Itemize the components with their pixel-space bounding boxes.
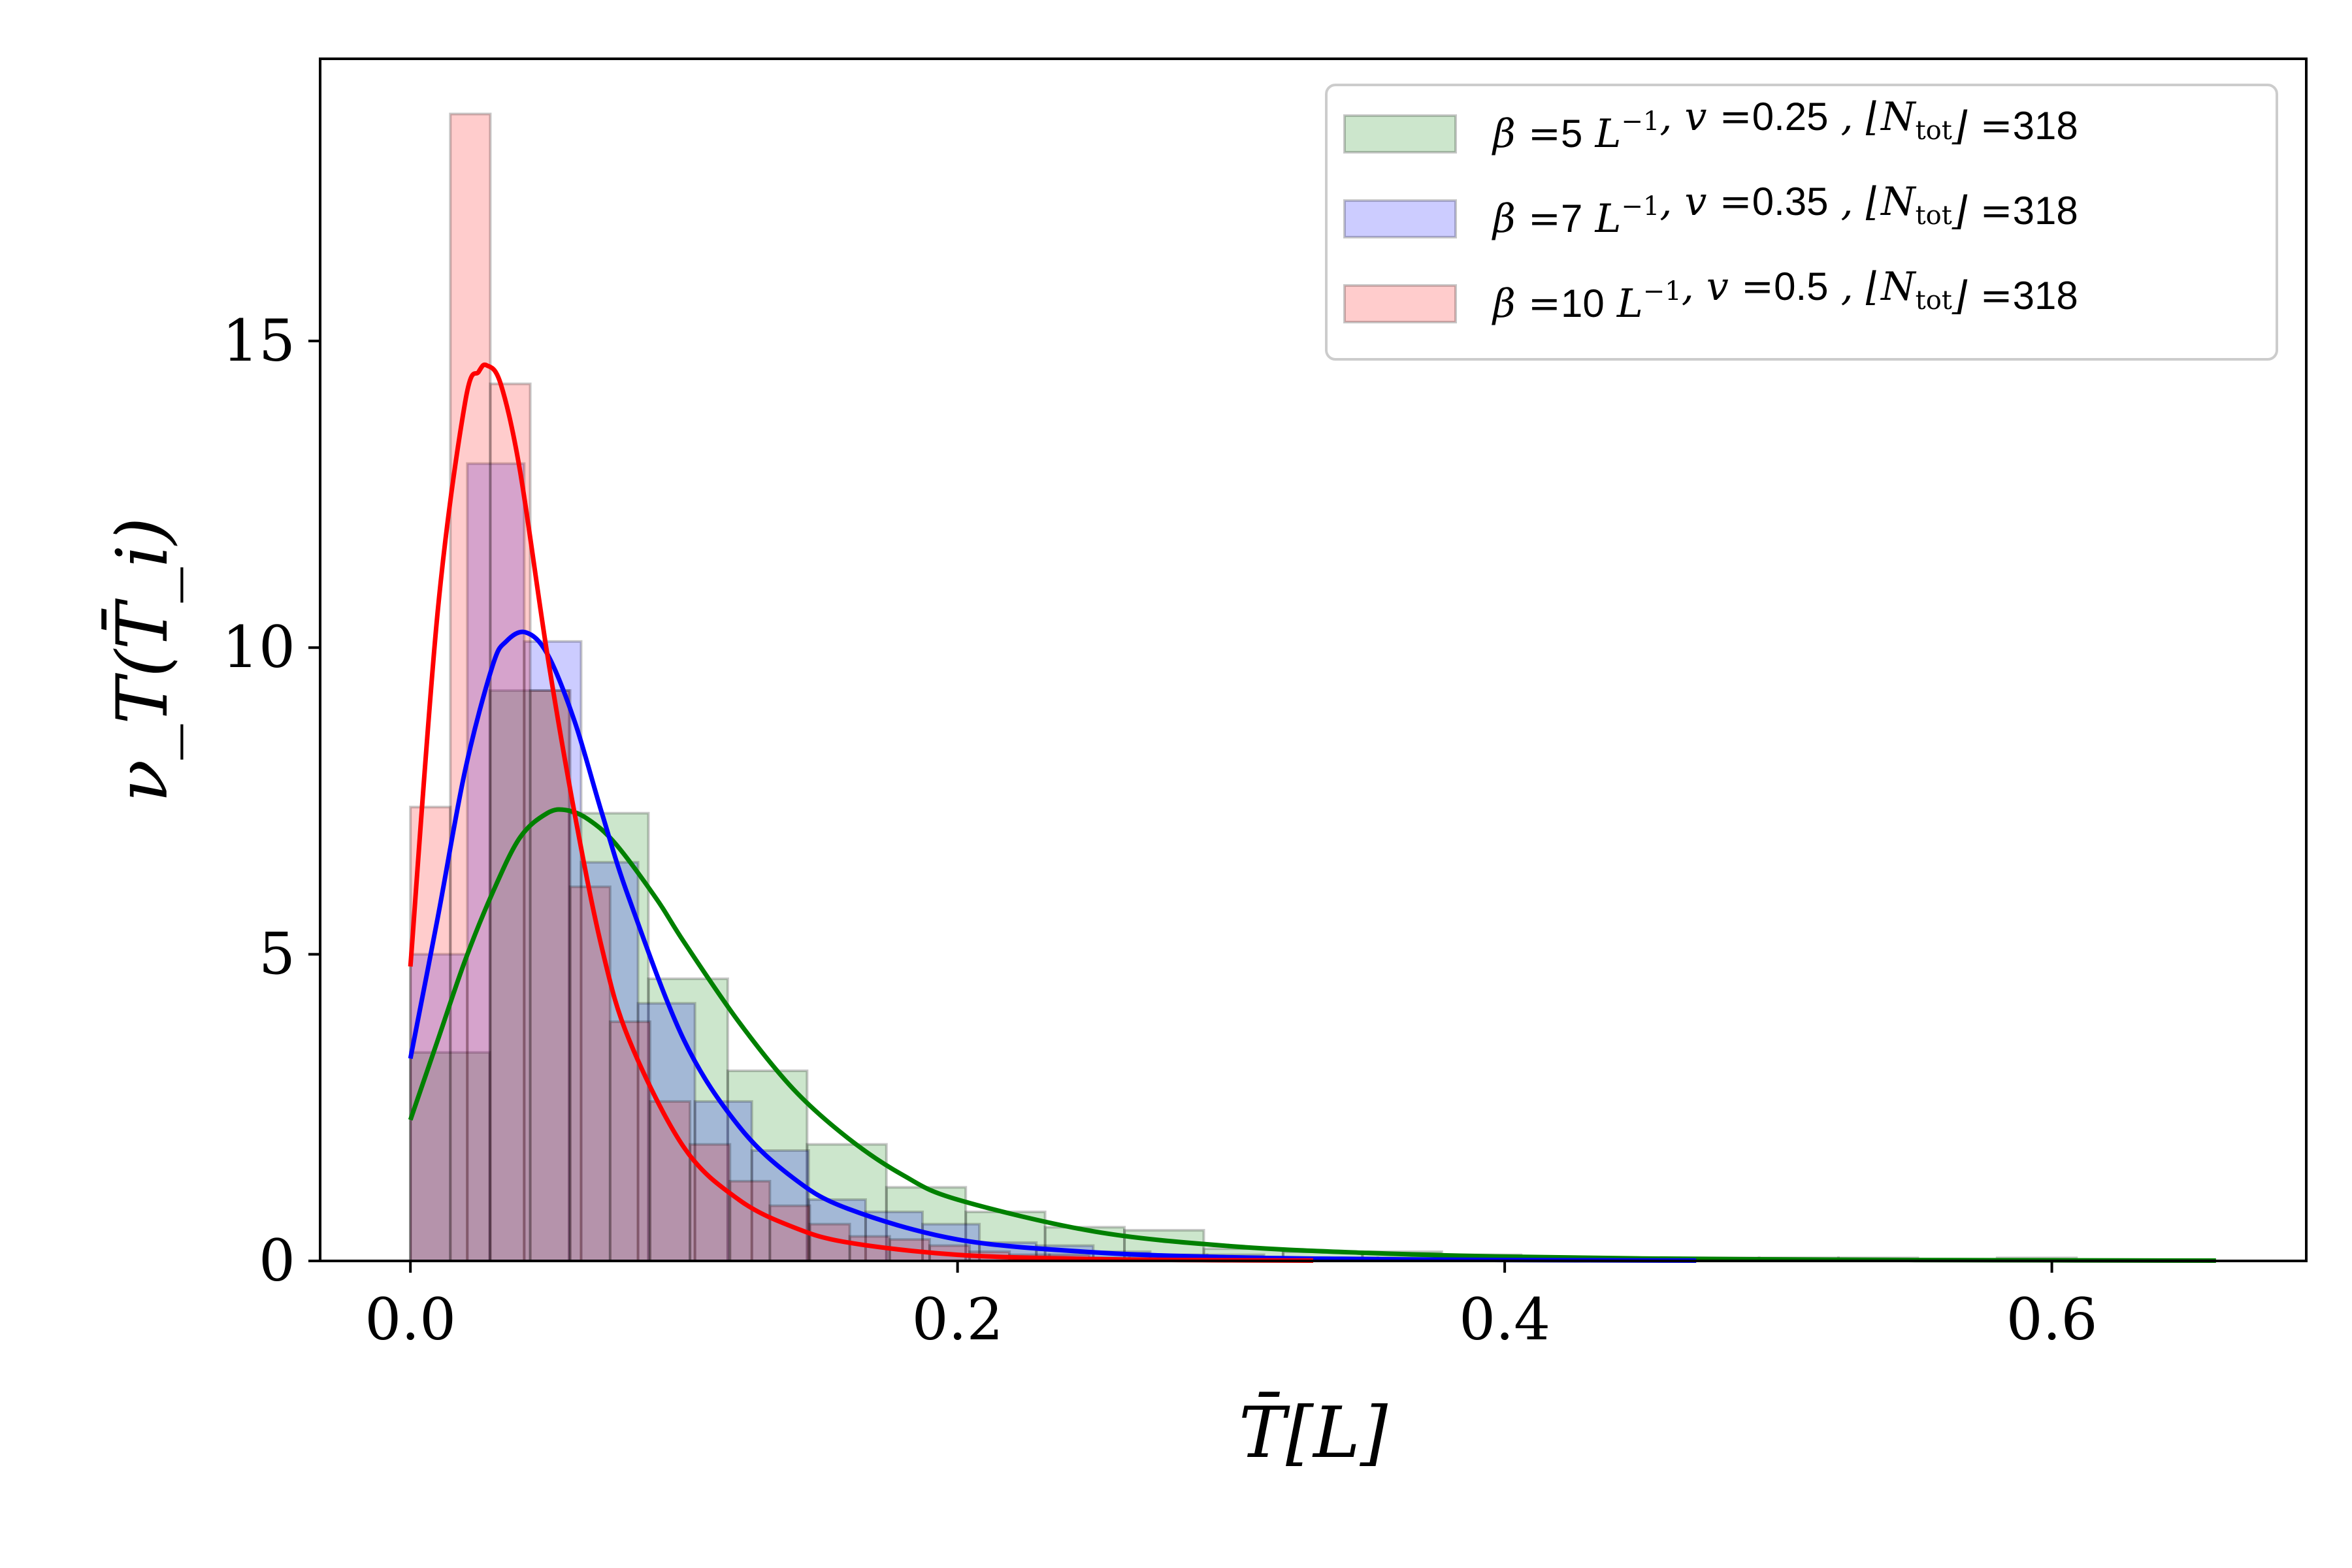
legend-swatch [1343,284,1457,323]
histogram-bar [489,382,532,1262]
histogram-series-1 [409,689,2078,1263]
y-axis-label: ν_T(T̄_i) [101,517,184,803]
x-tick-label: 0.0 [365,1286,456,1353]
legend-box [1325,84,2278,361]
legend-swatch [1343,114,1457,154]
x-axis-label: T̄[L] [1239,1391,1388,1474]
fit-curves [408,362,2216,1264]
legend: β =5 L−1, v =0.25 , ⌊Ntot⌋ =318 β =7 L−1,… [1325,84,2278,361]
histogram-bar [488,689,571,1262]
y-tick-label: 5 [259,921,295,988]
histogram-bars [409,112,2078,1263]
axis-labels: T̄[L] ν_T(T̄_i) [101,517,1388,1474]
y-tick-label: 15 [222,307,295,374]
x-tick-label: 0.6 [2006,1286,2098,1353]
legend-swatch [1343,199,1457,238]
y-tick-label: 0 [259,1227,295,1294]
axis-ticks: 0.0 0.2 0.4 0.6 0 5 10 15 [222,307,2098,1353]
histogram-bar [568,885,612,1262]
legend-label: β =7 L−1, v =0.35 , ⌊Ntot⌋ =318 [1492,179,2078,242]
legend-entry-1: β =5 L−1, v =0.25 , ⌊Ntot⌋ =318 [1343,94,2078,157]
histogram-bar [523,640,583,1262]
plot-frame [319,57,2308,1262]
y-tick-label: 10 [222,613,295,681]
histogram-bar [529,689,572,1262]
legend-entry-3: β =10 L−1, v =0.5 , ⌊Ntot⌋ =318 [1343,264,2078,327]
legend-label: β =5 L−1, v =0.25 , ⌊Ntot⌋ =318 [1492,94,2078,157]
histogram-bar [466,462,526,1263]
x-tick-label: 0.4 [1459,1286,1550,1353]
x-tick-label: 0.2 [912,1286,1004,1353]
histogram-bar [608,1020,651,1262]
fit-curve-series-3 [408,362,1314,1264]
fit-curve-series-1 [408,807,2216,1264]
histogram-bar [728,1179,772,1263]
histogram-bar [568,811,650,1262]
legend-entry-2: β =7 L−1, v =0.35 , ⌊Ntot⌋ =318 [1343,179,2078,242]
fit-curve-series-2 [408,629,1697,1264]
legend-label: β =10 L−1, v =0.5 , ⌊Ntot⌋ =318 [1492,264,2078,327]
